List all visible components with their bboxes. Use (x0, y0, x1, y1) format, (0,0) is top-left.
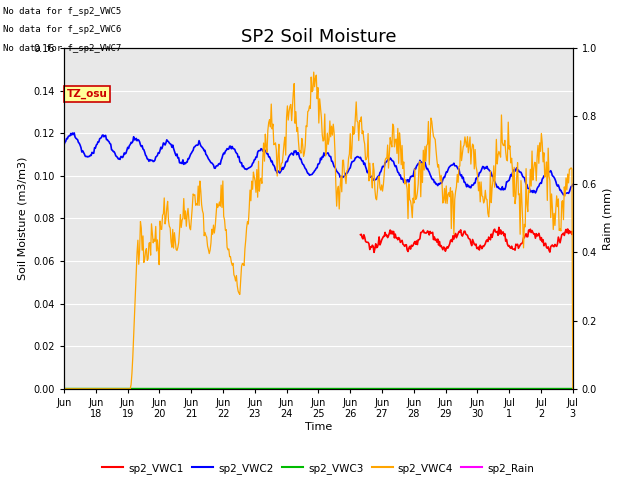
Text: No data for f_sp2_VWC5: No data for f_sp2_VWC5 (3, 7, 122, 16)
Text: No data for f_sp2_VWC7: No data for f_sp2_VWC7 (3, 44, 122, 53)
Y-axis label: Soil Moisture (m3/m3): Soil Moisture (m3/m3) (18, 156, 28, 280)
Y-axis label: Raim (mm): Raim (mm) (603, 187, 612, 250)
Text: No data for f_sp2_VWC6: No data for f_sp2_VWC6 (3, 25, 122, 35)
X-axis label: Time: Time (305, 422, 332, 432)
Title: SP2 Soil Moisture: SP2 Soil Moisture (241, 28, 396, 47)
Text: TZ_osu: TZ_osu (67, 89, 108, 99)
Legend: sp2_VWC1, sp2_VWC2, sp2_VWC3, sp2_VWC4, sp2_Rain: sp2_VWC1, sp2_VWC2, sp2_VWC3, sp2_VWC4, … (99, 459, 538, 478)
